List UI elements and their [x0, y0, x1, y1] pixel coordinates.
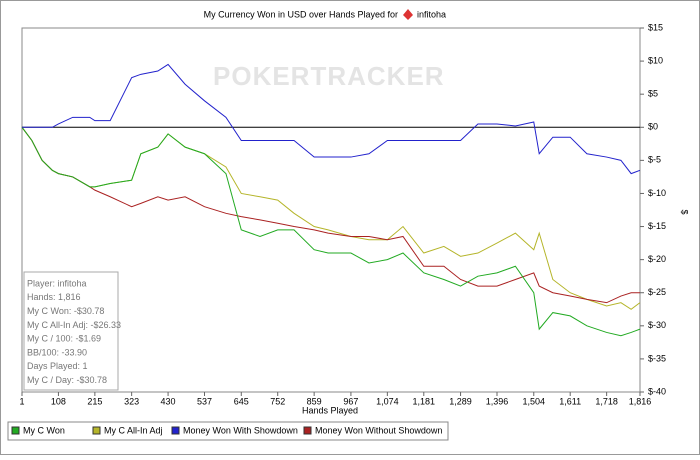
- legend-label: Money Won Without Showdown: [315, 425, 442, 435]
- legend-swatch: [303, 426, 312, 435]
- info-line: My C / Day: -$30.78: [27, 375, 107, 385]
- x-tick-label: 108: [51, 396, 66, 406]
- info-line: My C Won: -$30.78: [27, 306, 104, 316]
- x-tick-label: 1,181: [413, 396, 436, 406]
- info-line: Hands: 1,816: [27, 292, 81, 302]
- plot-area: [21, 27, 641, 393]
- y-tick-label: $-15: [648, 221, 666, 231]
- x-tick-label: 1,396: [486, 396, 509, 406]
- legend-swatch: [171, 426, 180, 435]
- y-axis-label: $: [680, 209, 690, 214]
- series-line: [21, 126, 641, 337]
- x-tick-label: 967: [343, 396, 358, 406]
- info-line: My C All-In Adj: -$26.33: [27, 320, 121, 330]
- legend-frame: [7, 421, 449, 441]
- info-box: Player: infitoha Hands: 1,816 My C Won: -$…: [23, 271, 121, 391]
- y-tick-label: $0: [648, 122, 658, 132]
- y-tick-label: $-10: [648, 188, 666, 198]
- y-tick-label: $5: [648, 89, 658, 99]
- info-line: BB/100: -33.90: [27, 347, 87, 357]
- y-tick-label: $-40: [648, 386, 666, 396]
- info-frame: [23, 271, 119, 391]
- x-tick-label: 323: [124, 396, 139, 406]
- y-tick-label: $-25: [648, 287, 666, 297]
- y-tick-label: $15: [648, 22, 663, 32]
- series-line: [22, 63, 641, 175]
- x-tick-label: 537: [197, 396, 212, 406]
- y-tick-label: $-20: [648, 254, 666, 264]
- legend-swatch: [92, 426, 101, 435]
- info-line: Days Played: 1: [27, 361, 88, 371]
- watermark: POKERTRACKER: [213, 61, 445, 91]
- x-tick-label: 1,074: [376, 396, 399, 406]
- x-tick-label: 1,611: [559, 396, 581, 406]
- x-tick-label: 859: [307, 396, 322, 406]
- x-tick-label: 1,504: [522, 396, 545, 406]
- legend-swatch: [11, 426, 20, 435]
- x-tick-label: 1,816: [629, 396, 652, 406]
- x-tick-label: 430: [161, 396, 176, 406]
- x-tick-label: 1,289: [449, 396, 472, 406]
- x-axis-label: Hands Played: [302, 405, 358, 415]
- y-tick-label: $-5: [648, 155, 661, 165]
- chart-title: My Currency Won in USD over Hands Played…: [204, 9, 398, 19]
- series-line: [21, 126, 640, 304]
- x-tick-label: 215: [87, 396, 102, 406]
- y-tick-label: $-35: [648, 353, 666, 363]
- title-group: My Currency Won in USD over Hands Played…: [204, 9, 446, 20]
- legend-label: My C All-In Adj: [104, 425, 163, 435]
- player-icon: [403, 9, 413, 20]
- y-tick-label: $10: [648, 55, 663, 65]
- player-name: infitoha: [417, 9, 446, 19]
- legend-label: Money Won With Showdown: [183, 425, 298, 435]
- legend-label: My C Won: [23, 425, 65, 435]
- x-tick-label: 1,718: [595, 396, 618, 406]
- x-tick-label: 645: [234, 396, 249, 406]
- x-tick-label: 1: [19, 396, 24, 406]
- info-line: Player: infitoha: [27, 278, 87, 288]
- y-tick-label: $-30: [648, 320, 666, 330]
- x-tick-label: 752: [270, 396, 285, 406]
- info-line: My C / 100: -$1.69: [27, 334, 101, 344]
